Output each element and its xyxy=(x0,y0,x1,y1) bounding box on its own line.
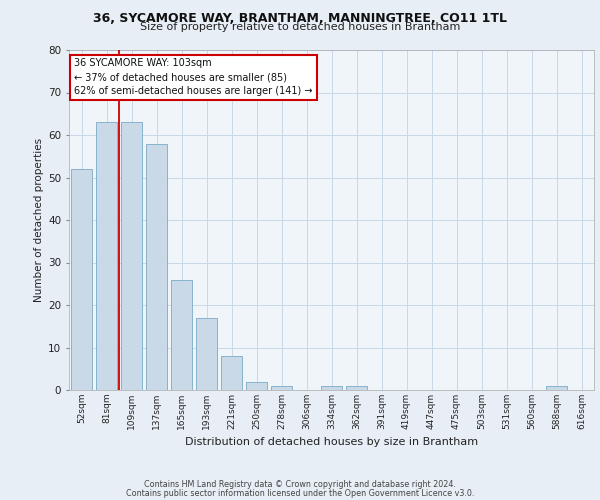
Text: Contains public sector information licensed under the Open Government Licence v3: Contains public sector information licen… xyxy=(126,488,474,498)
Bar xyxy=(546,386,567,390)
Bar xyxy=(71,169,92,390)
Text: 36 SYCAMORE WAY: 103sqm
← 37% of detached houses are smaller (85)
62% of semi-de: 36 SYCAMORE WAY: 103sqm ← 37% of detache… xyxy=(74,58,313,96)
Text: 36, SYCAMORE WAY, BRANTHAM, MANNINGTREE, CO11 1TL: 36, SYCAMORE WAY, BRANTHAM, MANNINGTREE,… xyxy=(93,12,507,26)
Y-axis label: Number of detached properties: Number of detached properties xyxy=(34,138,44,302)
Bar xyxy=(121,122,142,390)
Bar xyxy=(146,144,167,390)
Bar xyxy=(271,386,292,390)
Text: Size of property relative to detached houses in Brantham: Size of property relative to detached ho… xyxy=(140,22,460,32)
Bar xyxy=(346,386,367,390)
Bar xyxy=(196,318,217,390)
Bar xyxy=(171,280,192,390)
Text: Contains HM Land Registry data © Crown copyright and database right 2024.: Contains HM Land Registry data © Crown c… xyxy=(144,480,456,489)
Bar xyxy=(246,382,267,390)
Bar xyxy=(321,386,342,390)
Bar xyxy=(221,356,242,390)
Bar xyxy=(96,122,117,390)
X-axis label: Distribution of detached houses by size in Brantham: Distribution of detached houses by size … xyxy=(185,438,478,448)
